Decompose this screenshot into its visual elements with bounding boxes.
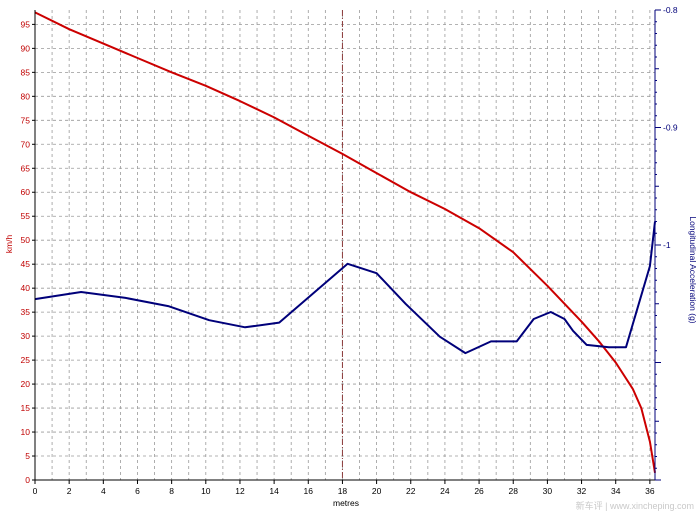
y-left-tick-label: 20 bbox=[21, 379, 31, 389]
y-left-tick-label: 90 bbox=[21, 43, 31, 53]
x-tick-label: 34 bbox=[611, 486, 621, 496]
x-tick-label: 24 bbox=[440, 486, 450, 496]
x-tick-label: 12 bbox=[235, 486, 245, 496]
y-left-tick-label: 45 bbox=[21, 259, 31, 269]
grid-lines bbox=[35, 10, 655, 480]
x-tick-label: 28 bbox=[509, 486, 519, 496]
y-left-tick-label: 15 bbox=[21, 403, 31, 413]
x-tick-label: 32 bbox=[577, 486, 587, 496]
speed-line bbox=[34, 11, 656, 473]
y-left-tick-label: 70 bbox=[21, 139, 31, 149]
x-tick-label: 4 bbox=[101, 486, 106, 496]
y-left-tick-label: 35 bbox=[21, 307, 31, 317]
x-tick-label: 36 bbox=[645, 486, 655, 496]
y-axis-right-label: Longitudinal Acceleration (g) bbox=[688, 216, 698, 323]
x-tick-label: 8 bbox=[169, 486, 174, 496]
acceleration-line bbox=[34, 221, 656, 355]
y-left-tick-label: 65 bbox=[21, 163, 31, 173]
y-right-tick-label: -1 bbox=[663, 240, 671, 250]
y-left-tick-label: 5 bbox=[25, 451, 30, 461]
y-left-tick-label: 25 bbox=[21, 355, 31, 365]
acceleration-series bbox=[34, 221, 656, 355]
x-tick-label: 2 bbox=[67, 486, 72, 496]
y-left-tick-label: 75 bbox=[21, 115, 31, 125]
y-left-tick-label: 40 bbox=[21, 283, 31, 293]
x-tick-label: 22 bbox=[406, 486, 416, 496]
y-right-tick-label: -0.9 bbox=[663, 123, 678, 133]
y-left-tick-label: 0 bbox=[25, 475, 30, 485]
y-left-tick-label: 60 bbox=[21, 187, 31, 197]
y-left-tick-label: 30 bbox=[21, 331, 31, 341]
y-left-tick-label: 55 bbox=[21, 211, 31, 221]
y-left-tick-label: 85 bbox=[21, 67, 31, 77]
y-right-tick-label: -0.8 bbox=[663, 5, 678, 15]
y-left-tick-label: 10 bbox=[21, 427, 31, 437]
x-tick-label: 14 bbox=[269, 486, 279, 496]
speed-series bbox=[34, 11, 656, 473]
x-tick-label: 10 bbox=[201, 486, 211, 496]
y-left-tick-label: 80 bbox=[21, 91, 31, 101]
axes bbox=[34, 10, 656, 481]
tick-labels: 0 5 10 15 20 25 30 35 40 45 50 55 60 65 70 75 80 85 90 95 0 2… bbox=[21, 5, 678, 496]
x-tick-label: 30 bbox=[543, 486, 553, 496]
x-tick-label: 6 bbox=[135, 486, 140, 496]
x-tick-label: 26 bbox=[474, 486, 484, 496]
watermark: 新车评 | www.xincheping.com bbox=[575, 501, 694, 511]
x-tick-label: 18 bbox=[338, 486, 348, 496]
y-left-tick-label: 95 bbox=[21, 19, 31, 29]
x-tick-label: 0 bbox=[33, 486, 38, 496]
x-tick-label: 16 bbox=[304, 486, 314, 496]
x-axis-label: metres bbox=[333, 498, 359, 508]
x-tick-label: 20 bbox=[372, 486, 382, 496]
y-left-tick-label: 50 bbox=[21, 235, 31, 245]
y-axis-left-label: km/h bbox=[4, 235, 14, 254]
